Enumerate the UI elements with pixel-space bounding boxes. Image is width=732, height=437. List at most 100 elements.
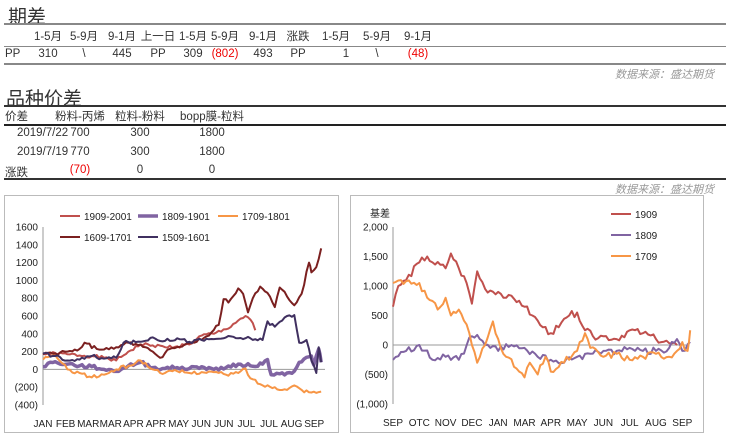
cell: 310 (38, 48, 58, 60)
x-tick-label: AUG (281, 419, 303, 430)
divider (4, 124, 726, 126)
x-tick-label: SEP (672, 418, 692, 429)
variety-title: 品种价差 (6, 89, 83, 110)
y-tick-label: (500) (365, 370, 388, 381)
x-tick-label: JAN (489, 418, 508, 429)
legend-label: 1709-1801 (242, 212, 290, 223)
legend-label: 1609-1701 (84, 233, 132, 244)
divider (4, 63, 726, 65)
x-tick-label: MAY (168, 419, 189, 430)
x-tick-label: MAR (513, 418, 535, 429)
cell: (70) (69, 164, 91, 176)
y-tick-label: 1,500 (363, 252, 388, 263)
column-header: 1-5月 (321, 31, 351, 43)
x-tick-label: OTC (409, 418, 430, 429)
y-tick-label: 0 (382, 341, 388, 352)
row-label: 2019/7/19 (17, 145, 69, 158)
spread-title: 期差 (8, 7, 47, 28)
y-tick-label: 400 (21, 329, 38, 340)
legend-label: 1509-1601 (162, 233, 210, 244)
basis-chart: 基差 2,000 1,500 1,000 500 0 (500) (1,000) SEP OTC N… (350, 195, 704, 433)
series-line-1809 (392, 333, 691, 365)
row-label: 涨跌 (5, 167, 28, 179)
cell: \ (375, 48, 379, 60)
basis-chart-svg: 基差 2,000 1,500 1,000 500 0 (500) (1,000) SEP OTC N… (356, 207, 692, 429)
series-line-1909-2001 (42, 315, 257, 362)
cell: 0 (136, 164, 144, 176)
x-tick-label: JUN (191, 419, 210, 430)
x-tick-label: APR (541, 418, 562, 429)
x-tick-label: APR (123, 419, 144, 430)
x-tick-label: FEB (56, 419, 76, 430)
legend-label: 1809 (635, 231, 658, 242)
x-tick-label: AUG (645, 418, 667, 429)
column-header: 9-1月 (107, 31, 137, 43)
x-tick-label: SEP (304, 419, 324, 430)
cell: PP (5, 48, 21, 60)
y-axis-label: 基差 (370, 207, 390, 220)
x-tick-label: APR (146, 419, 167, 430)
y-tick-label: 1200 (16, 258, 39, 269)
column-header: 涨跌 (286, 31, 310, 43)
cell: (48) (407, 48, 429, 60)
divider (4, 23, 726, 25)
series-line-1509-1601 (42, 314, 323, 374)
column-header: 1-5月 (33, 31, 63, 43)
cell: 700 (70, 127, 90, 139)
x-tick-label: MAR (100, 419, 122, 430)
y-tick-label: 1400 (16, 240, 39, 251)
cell: 300 (130, 127, 150, 139)
y-tick-label: 200 (21, 347, 38, 358)
x-tick-label: MAY (567, 418, 588, 429)
series-line-1809-1901 (42, 347, 323, 377)
cell: 770 (70, 145, 90, 158)
legend-label: 1809-1901 (162, 212, 210, 223)
divider (4, 178, 726, 180)
x-tick-label: MAR (77, 419, 99, 430)
y-tick-label: (1,000) (356, 400, 388, 411)
column-header: 价差 (5, 111, 28, 123)
legend-label: 1909-2001 (84, 212, 132, 223)
x-tick-label: JUN (214, 419, 233, 430)
series-line-1909 (392, 252, 678, 346)
legend-label: 1709 (635, 252, 658, 263)
x-tick-label: JUN (594, 418, 613, 429)
y-tick-label: 500 (371, 311, 388, 322)
cell: 1800 (199, 145, 225, 158)
column-header: 粒料-粉料 (115, 111, 165, 123)
cell: 1800 (199, 127, 225, 139)
column-header: 5-9月 (210, 31, 240, 43)
x-tick-label: NOV (435, 418, 457, 429)
cell: \ (82, 48, 86, 60)
y-tick-label: 600 (21, 312, 38, 323)
cell: 309 (183, 48, 203, 60)
divider (4, 105, 726, 107)
x-tick-label: JUL (621, 418, 639, 429)
y-tick-label: (400) (15, 401, 38, 412)
column-header: 上一日 (140, 31, 176, 43)
column-header: 1-5月 (178, 31, 208, 43)
cell: (802) (211, 48, 239, 60)
column-header: 9-1月 (403, 31, 433, 43)
cell: 300 (130, 145, 150, 158)
y-tick-label: 800 (21, 294, 38, 305)
row-label: 2019/7/22 (17, 127, 69, 139)
legend-label: 1909 (635, 210, 658, 221)
x-tick-label: DEC (461, 418, 482, 429)
y-tick-label: 1000 (16, 276, 39, 287)
y-tick-label: 1600 (16, 223, 39, 234)
column-header: 5-9月 (362, 31, 392, 43)
column-header: bopp膜-粒料 (180, 111, 244, 123)
cell: PP (290, 48, 306, 60)
y-tick-label: 1,000 (363, 282, 388, 293)
y-tick-label: (200) (15, 383, 38, 394)
y-tick-label: 0 (32, 365, 38, 376)
column-header: 粉料-丙烯 (55, 111, 105, 123)
column-header: 5-9月 (69, 31, 99, 43)
cell: 445 (112, 48, 132, 60)
column-header: 9-1月 (248, 31, 278, 43)
cell: 493 (253, 48, 273, 60)
x-tick-label: SEP (383, 418, 403, 429)
y-tick-label: 2,000 (363, 223, 388, 234)
series-line-1709-1801 (42, 354, 322, 394)
